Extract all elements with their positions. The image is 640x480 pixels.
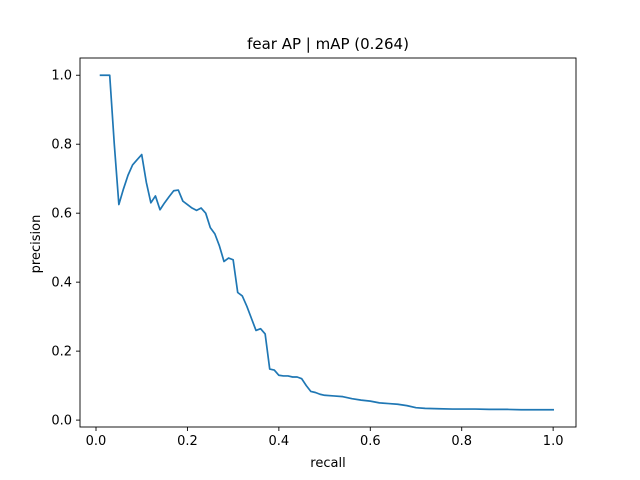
x-tick-label: 0.4 <box>269 434 290 449</box>
y-axis-label: precision <box>29 215 44 274</box>
y-tick-label: 1.0 <box>51 69 72 84</box>
x-axis-ticks: 0.0 0.2 0.4 0.6 0.8 1.0 <box>86 427 564 449</box>
plot-area <box>99 74 554 411</box>
x-tick-label: 0.0 <box>86 434 107 449</box>
y-tick-label: 0.2 <box>51 345 72 360</box>
x-tick-label: 1.0 <box>543 434 564 449</box>
y-tick-label: 0.4 <box>51 276 72 291</box>
y-tick-label: 0.6 <box>51 207 72 222</box>
x-tick-label: 0.6 <box>360 434 381 449</box>
y-axis-ticks: 0.0 0.2 0.4 0.6 0.8 1.0 <box>51 69 80 429</box>
chart-title: fear AP | mAP (0.264) <box>247 35 409 53</box>
precision-recall-line <box>99 74 554 411</box>
x-axis-label: recall <box>310 456 345 471</box>
x-tick-label: 0.8 <box>451 434 472 449</box>
y-tick-label: 0.0 <box>51 414 72 429</box>
axes-frame <box>79 57 577 428</box>
x-tick-label: 0.2 <box>177 434 198 449</box>
y-tick-label: 0.8 <box>51 138 72 153</box>
